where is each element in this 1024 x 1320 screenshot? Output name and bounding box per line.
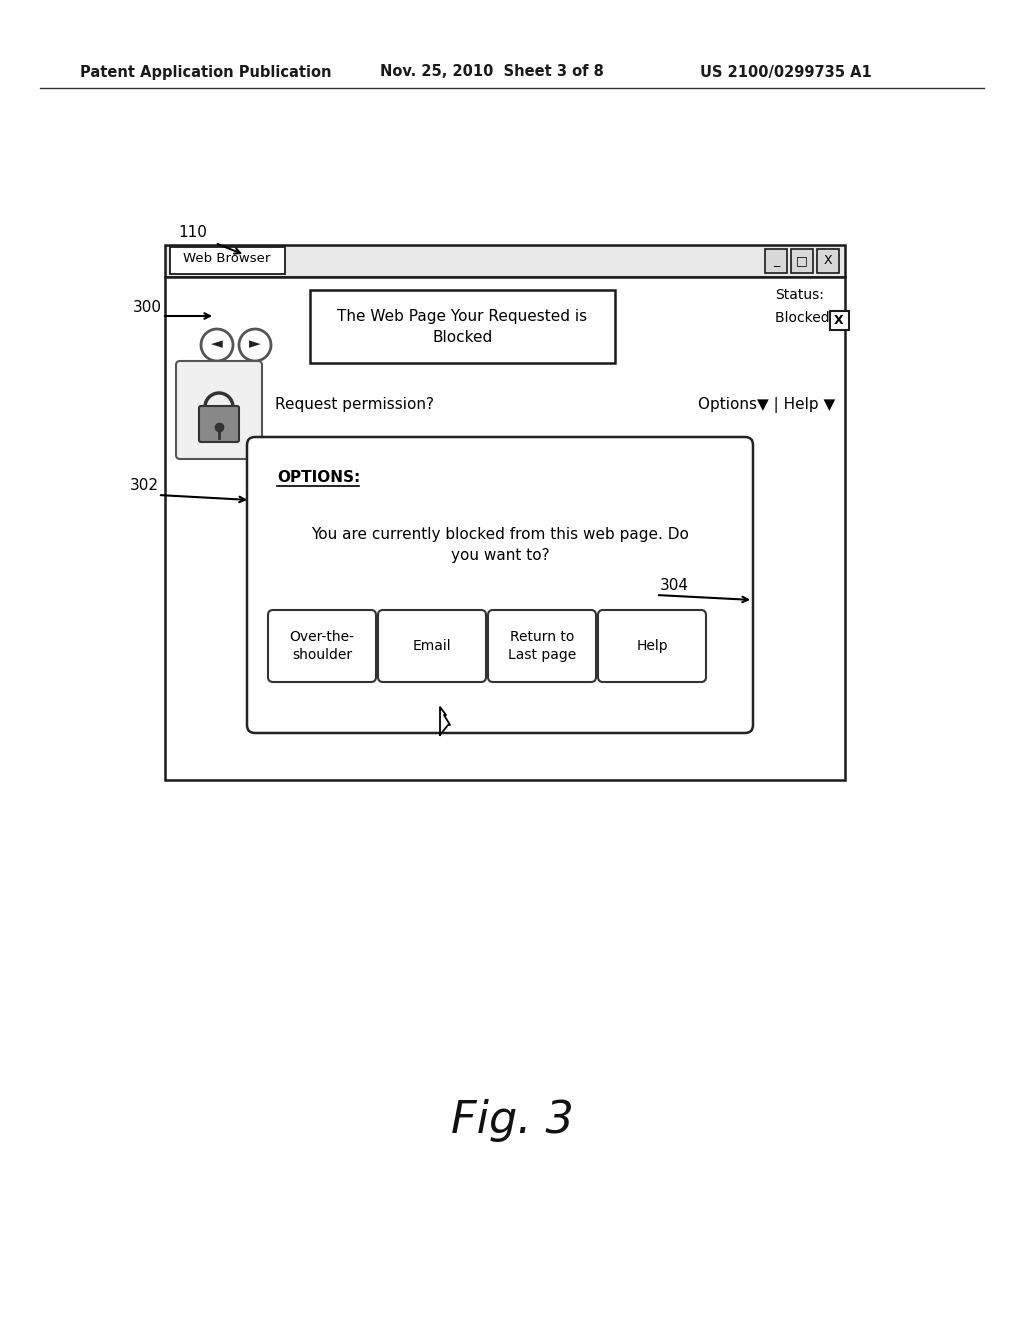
Text: 304: 304 [660, 578, 689, 593]
Text: Over-the-
shoulder: Over-the- shoulder [290, 630, 354, 663]
FancyBboxPatch shape [378, 610, 486, 682]
Text: Nov. 25, 2010  Sheet 3 of 8: Nov. 25, 2010 Sheet 3 of 8 [380, 65, 604, 79]
FancyBboxPatch shape [830, 312, 849, 330]
FancyBboxPatch shape [791, 249, 813, 273]
Text: You are currently blocked from this web page. Do
you want to?: You are currently blocked from this web … [311, 527, 689, 564]
Text: ◄: ◄ [211, 337, 223, 351]
Text: _: _ [773, 255, 779, 268]
FancyBboxPatch shape [170, 247, 285, 275]
FancyBboxPatch shape [310, 290, 615, 363]
Text: Status:: Status: [775, 288, 824, 302]
Polygon shape [440, 708, 450, 735]
FancyBboxPatch shape [488, 610, 596, 682]
Text: OPTIONS:: OPTIONS: [278, 470, 360, 484]
Text: Return to
Last page: Return to Last page [508, 630, 577, 663]
Text: The Web Page Your Requested is
Blocked: The Web Page Your Requested is Blocked [338, 309, 588, 345]
Text: □: □ [796, 255, 808, 268]
Text: US 2100/0299735 A1: US 2100/0299735 A1 [700, 65, 871, 79]
Text: Email: Email [413, 639, 452, 653]
Text: 300: 300 [133, 300, 162, 315]
Text: 110: 110 [178, 224, 207, 240]
Text: Fig. 3: Fig. 3 [451, 1098, 573, 1142]
FancyBboxPatch shape [765, 249, 787, 273]
Text: 302: 302 [130, 478, 159, 492]
Text: Request permission?: Request permission? [275, 397, 434, 412]
Text: Help: Help [636, 639, 668, 653]
Text: X: X [835, 314, 844, 326]
FancyBboxPatch shape [165, 277, 845, 780]
Text: Blocked: Blocked [775, 312, 834, 325]
Text: X: X [823, 255, 833, 268]
Text: ►: ► [249, 337, 261, 351]
FancyBboxPatch shape [247, 437, 753, 733]
Text: Options▼ | Help ▼: Options▼ | Help ▼ [697, 397, 835, 413]
FancyBboxPatch shape [199, 407, 239, 442]
Text: Patent Application Publication: Patent Application Publication [80, 65, 332, 79]
FancyBboxPatch shape [176, 360, 262, 459]
Text: Web Browser: Web Browser [183, 252, 270, 265]
FancyBboxPatch shape [165, 246, 845, 277]
FancyBboxPatch shape [598, 610, 706, 682]
FancyBboxPatch shape [817, 249, 839, 273]
FancyBboxPatch shape [268, 610, 376, 682]
